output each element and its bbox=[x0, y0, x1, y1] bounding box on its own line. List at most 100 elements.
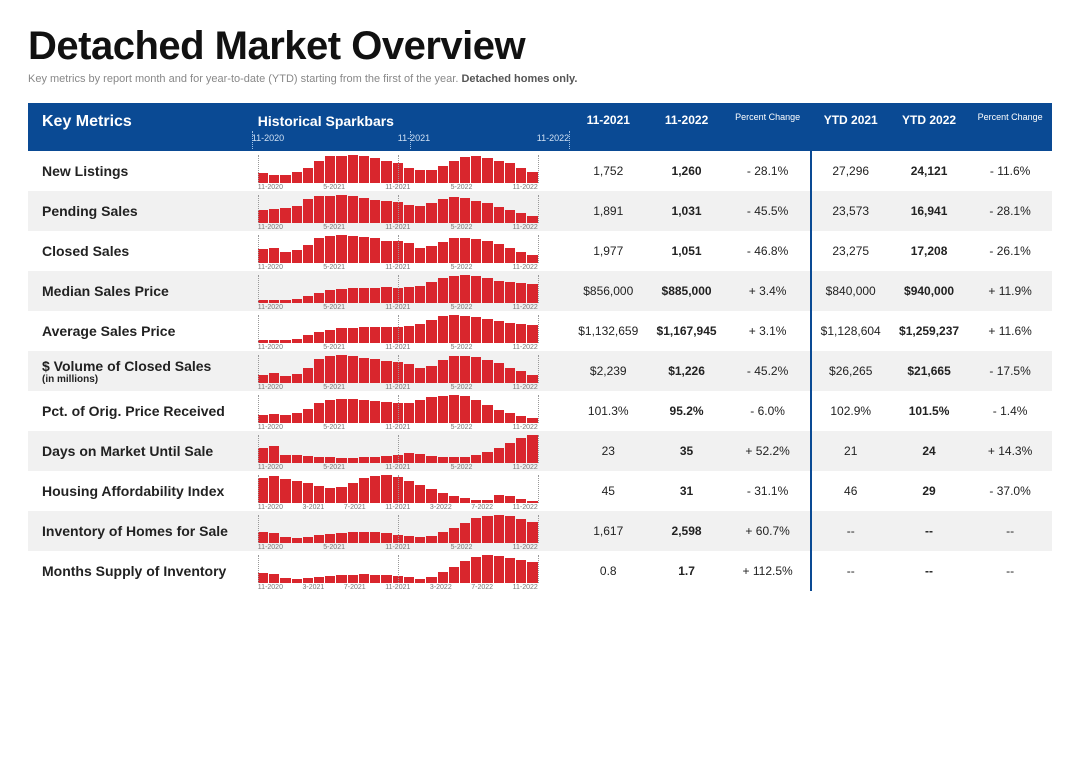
sparkbar-axis: 11-20205-202111-20215-202211-2022 bbox=[258, 224, 538, 231]
sparkbar-cell: 11-20205-202111-20215-202211-2022 bbox=[252, 191, 569, 231]
sparkbar-cell: 11-20203-20217-202111-20213-20227-202211… bbox=[252, 471, 569, 511]
sparkbar bbox=[258, 555, 538, 583]
val-month-prev: 1,977 bbox=[569, 231, 647, 271]
val-ytd-curr: 16,941 bbox=[890, 191, 968, 231]
sparkbar-axis: 11-20205-202111-20215-202211-2022 bbox=[258, 344, 538, 351]
sparkbar-axis: 11-20205-202111-20215-202211-2022 bbox=[258, 384, 538, 391]
val-ytd-curr: 101.5% bbox=[890, 391, 968, 431]
sparkbar-cell: 11-20205-202111-20215-202211-2022 bbox=[252, 431, 569, 471]
val-month-curr: 1,260 bbox=[647, 151, 725, 191]
val-month-pct: + 3.1% bbox=[726, 311, 811, 351]
sparkbar-axis: 11-20203-20217-202111-20213-20227-202211… bbox=[258, 504, 538, 511]
hdr-axis-cell: 11-2020 11-2021 11-2022 bbox=[252, 133, 569, 151]
val-ytd-prev: 23,573 bbox=[811, 191, 890, 231]
sparkbar-cell: 11-20203-20217-202111-20213-20227-202211… bbox=[252, 551, 569, 591]
table-row: Pct. of Orig. Price Received 11-20205-202… bbox=[28, 391, 1052, 431]
page-subtitle: Key metrics by report month and for year… bbox=[28, 73, 1052, 85]
val-month-curr: $1,226 bbox=[647, 351, 725, 391]
val-month-curr: 1.7 bbox=[647, 551, 725, 591]
val-ytd-pct: - 26.1% bbox=[968, 231, 1052, 271]
val-month-pct: - 6.0% bbox=[726, 391, 811, 431]
val-month-prev: 0.8 bbox=[569, 551, 647, 591]
sparkbar-axis: 11-20205-202111-20215-202211-2022 bbox=[258, 304, 538, 311]
val-ytd-curr: 24,121 bbox=[890, 151, 968, 191]
table-row: Pending Sales 11-20205-202111-20215-20221… bbox=[28, 191, 1052, 231]
val-ytd-pct: + 11.6% bbox=[968, 311, 1052, 351]
hdr-month-prev: 11-2021 bbox=[569, 103, 647, 151]
sparkbar-axis: 11-20203-20217-202111-20213-20227-202211… bbox=[258, 584, 538, 591]
metric-name: Pending Sales bbox=[28, 191, 252, 231]
hdr-key-metrics: Key Metrics bbox=[28, 103, 252, 151]
val-month-pct: - 45.2% bbox=[726, 351, 811, 391]
val-ytd-prev: 46 bbox=[811, 471, 890, 511]
val-month-pct: - 46.8% bbox=[726, 231, 811, 271]
hdr-month-curr: 11-2022 bbox=[647, 103, 725, 151]
val-ytd-prev: $26,265 bbox=[811, 351, 890, 391]
sparkbar-axis: 11-20205-202111-20215-202211-2022 bbox=[258, 464, 538, 471]
val-month-prev: 1,891 bbox=[569, 191, 647, 231]
val-ytd-pct: - 17.5% bbox=[968, 351, 1052, 391]
sparkbar-axis: 11-20205-202111-20215-202211-2022 bbox=[258, 184, 538, 191]
val-month-curr: 31 bbox=[647, 471, 725, 511]
sparkbar-cell: 11-20205-202111-20215-202211-2022 bbox=[252, 311, 569, 351]
sparkbar-axis: 11-20205-202111-20215-202211-2022 bbox=[258, 424, 538, 431]
metric-name: Pct. of Orig. Price Received bbox=[28, 391, 252, 431]
val-month-pct: + 60.7% bbox=[726, 511, 811, 551]
hdr-sparkbars: Historical Sparkbars bbox=[252, 103, 569, 133]
val-ytd-curr: $940,000 bbox=[890, 271, 968, 311]
hdr-ytd-pct: Percent Change bbox=[968, 103, 1052, 151]
val-month-pct: + 52.2% bbox=[726, 431, 811, 471]
sparkbar bbox=[258, 395, 538, 423]
table-row: Median Sales Price 11-20205-202111-20215-… bbox=[28, 271, 1052, 311]
sparkbar bbox=[258, 195, 538, 223]
val-ytd-prev: $840,000 bbox=[811, 271, 890, 311]
metric-name: Inventory of Homes for Sale bbox=[28, 511, 252, 551]
val-ytd-prev: -- bbox=[811, 551, 890, 591]
val-ytd-curr: 24 bbox=[890, 431, 968, 471]
val-month-curr: $1,167,945 bbox=[647, 311, 725, 351]
metric-name: New Listings bbox=[28, 151, 252, 191]
val-month-prev: 1,752 bbox=[569, 151, 647, 191]
val-month-pct: - 31.1% bbox=[726, 471, 811, 511]
val-month-prev: $856,000 bbox=[569, 271, 647, 311]
val-month-pct: - 28.1% bbox=[726, 151, 811, 191]
table-header-row: Key Metrics Historical Sparkbars 11-2021… bbox=[28, 103, 1052, 133]
sparkbar-cell: 11-20205-202111-20215-202211-2022 bbox=[252, 511, 569, 551]
sparkbar bbox=[258, 315, 538, 343]
val-month-prev: $2,239 bbox=[569, 351, 647, 391]
val-ytd-prev: -- bbox=[811, 511, 890, 551]
table-row: Inventory of Homes for Sale11-20205-2021… bbox=[28, 511, 1052, 551]
sparkbar-cell: 11-20205-202111-20215-202211-2022 bbox=[252, 391, 569, 431]
sparkbar-cell: 11-20205-202111-20215-202211-2022 bbox=[252, 151, 569, 191]
val-ytd-pct: -- bbox=[968, 511, 1052, 551]
val-ytd-curr: 17,208 bbox=[890, 231, 968, 271]
val-ytd-prev: $1,128,604 bbox=[811, 311, 890, 351]
metric-name: Housing Affordability Index bbox=[28, 471, 252, 511]
sparkbar bbox=[258, 155, 538, 183]
sparkbar bbox=[258, 355, 538, 383]
sparkbar-cell: 11-20205-202111-20215-202211-2022 bbox=[252, 271, 569, 311]
hdr-axis-0: 11-2020 bbox=[252, 133, 284, 143]
hdr-axis-2: 11-2022 bbox=[537, 133, 569, 143]
table-row: New Listings 11-20205-202111-20215-202211… bbox=[28, 151, 1052, 191]
sparkbar bbox=[258, 275, 538, 303]
subtitle-bold: Detached homes only. bbox=[461, 73, 577, 85]
hdr-ytd-curr: YTD 2022 bbox=[890, 103, 968, 151]
val-ytd-curr: $1,259,237 bbox=[890, 311, 968, 351]
val-month-prev: $1,132,659 bbox=[569, 311, 647, 351]
val-month-prev: 1,617 bbox=[569, 511, 647, 551]
sparkbar bbox=[258, 515, 538, 543]
metric-name: Days on Market Until Sale bbox=[28, 431, 252, 471]
val-ytd-pct: - 28.1% bbox=[968, 191, 1052, 231]
subtitle-text: Key metrics by report month and for year… bbox=[28, 73, 461, 85]
metric-name: Median Sales Price bbox=[28, 271, 252, 311]
metric-name: $ Volume of Closed Sales(in millions) bbox=[28, 351, 252, 391]
val-month-curr: 1,031 bbox=[647, 191, 725, 231]
table-row: $ Volume of Closed Sales(in millions) 11-… bbox=[28, 351, 1052, 391]
table-row: Months Supply of Inventory11-20203-20217… bbox=[28, 551, 1052, 591]
table-row: Days on Market Until Sale 11-20205-202111… bbox=[28, 431, 1052, 471]
sparkbar-axis: 11-20205-202111-20215-202211-2022 bbox=[258, 264, 538, 271]
val-ytd-prev: 23,275 bbox=[811, 231, 890, 271]
val-month-curr: 95.2% bbox=[647, 391, 725, 431]
val-month-prev: 23 bbox=[569, 431, 647, 471]
